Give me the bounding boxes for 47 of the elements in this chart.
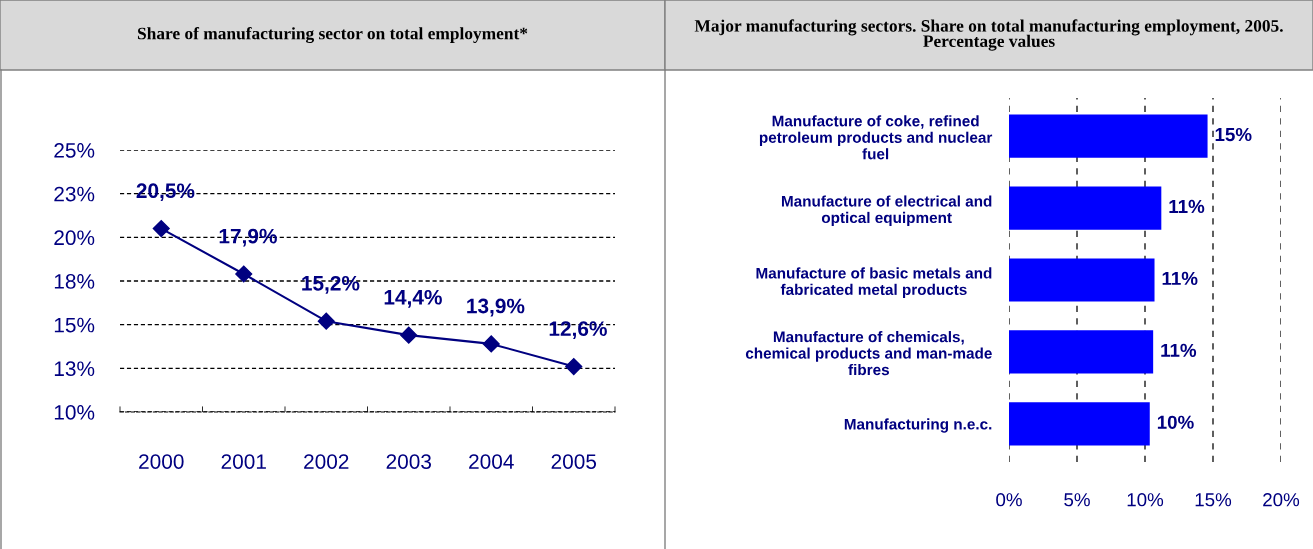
y-tick-label: Manufacture of coke, refined petroleum products and nuclear fuel: [759, 115, 993, 160]
y-tick-label: Manufacture of chemicals, chemical products and man-made fibres: [745, 331, 992, 376]
bar: [1009, 186, 1162, 230]
x-tick-label: 15%: [1195, 493, 1232, 507]
bar: [1009, 402, 1150, 446]
data-label: 15,2%: [302, 275, 360, 294]
chart-title: Share of manufacturing sector on total employment*: [137, 26, 528, 44]
point: [152, 220, 170, 238]
point: [565, 358, 583, 376]
data-label: 20,5%: [136, 183, 195, 202]
y-tick-label: 10%: [54, 405, 95, 420]
y-tick-label: 23%: [54, 186, 95, 202]
point: [317, 312, 335, 330]
bar: [1009, 114, 1208, 158]
data-label: 14,4%: [384, 289, 442, 308]
point: [400, 326, 418, 344]
y-tick-label: 18%: [54, 274, 95, 289]
y-tick-label: 13%: [54, 361, 95, 377]
chart-title: Major manufacturing sectors. Share on total manufacturing employment, 2005. Percentage values: [694, 19, 1283, 51]
x-tick-label: 2003: [386, 454, 432, 469]
bar: [1009, 258, 1155, 302]
point: [482, 335, 500, 353]
x-tick-label: 2004: [469, 454, 514, 469]
y-tick-label: Manufacture of basic metals and fabricated metal products: [756, 267, 992, 299]
data-label: 17,9%: [219, 228, 277, 247]
x-tick-label: 2000: [139, 454, 184, 469]
x-tick-label: 2005: [551, 454, 597, 469]
point: [235, 265, 253, 283]
data-label: 10%: [1157, 415, 1194, 429]
x-tick-label: 5%: [1064, 493, 1090, 507]
x-tick-label: 20%: [1263, 493, 1300, 507]
y-tick-label: Manufacture of electrical and optical equipment: [781, 195, 992, 227]
y-tick-label: 25%: [54, 143, 95, 158]
data-label: 11%: [1161, 343, 1197, 357]
y-tick-label: 20%: [54, 230, 95, 246]
data-label: 13,9%: [467, 298, 525, 317]
data-label: 11%: [1162, 271, 1198, 285]
data-label: 15%: [1215, 127, 1252, 142]
x-tick-label: 2001: [221, 454, 266, 469]
data-label: 11%: [1169, 199, 1205, 214]
x-tick-label: 2002: [304, 454, 349, 469]
y-tick-label: 15%: [54, 317, 95, 333]
x-tick-label: 10%: [1127, 493, 1164, 507]
bar: [1009, 330, 1154, 374]
data-label: 12,6%: [549, 321, 607, 340]
x-tick-label: 0%: [996, 493, 1022, 507]
y-tick-label: Manufacturing n.e.c.: [844, 418, 992, 433]
